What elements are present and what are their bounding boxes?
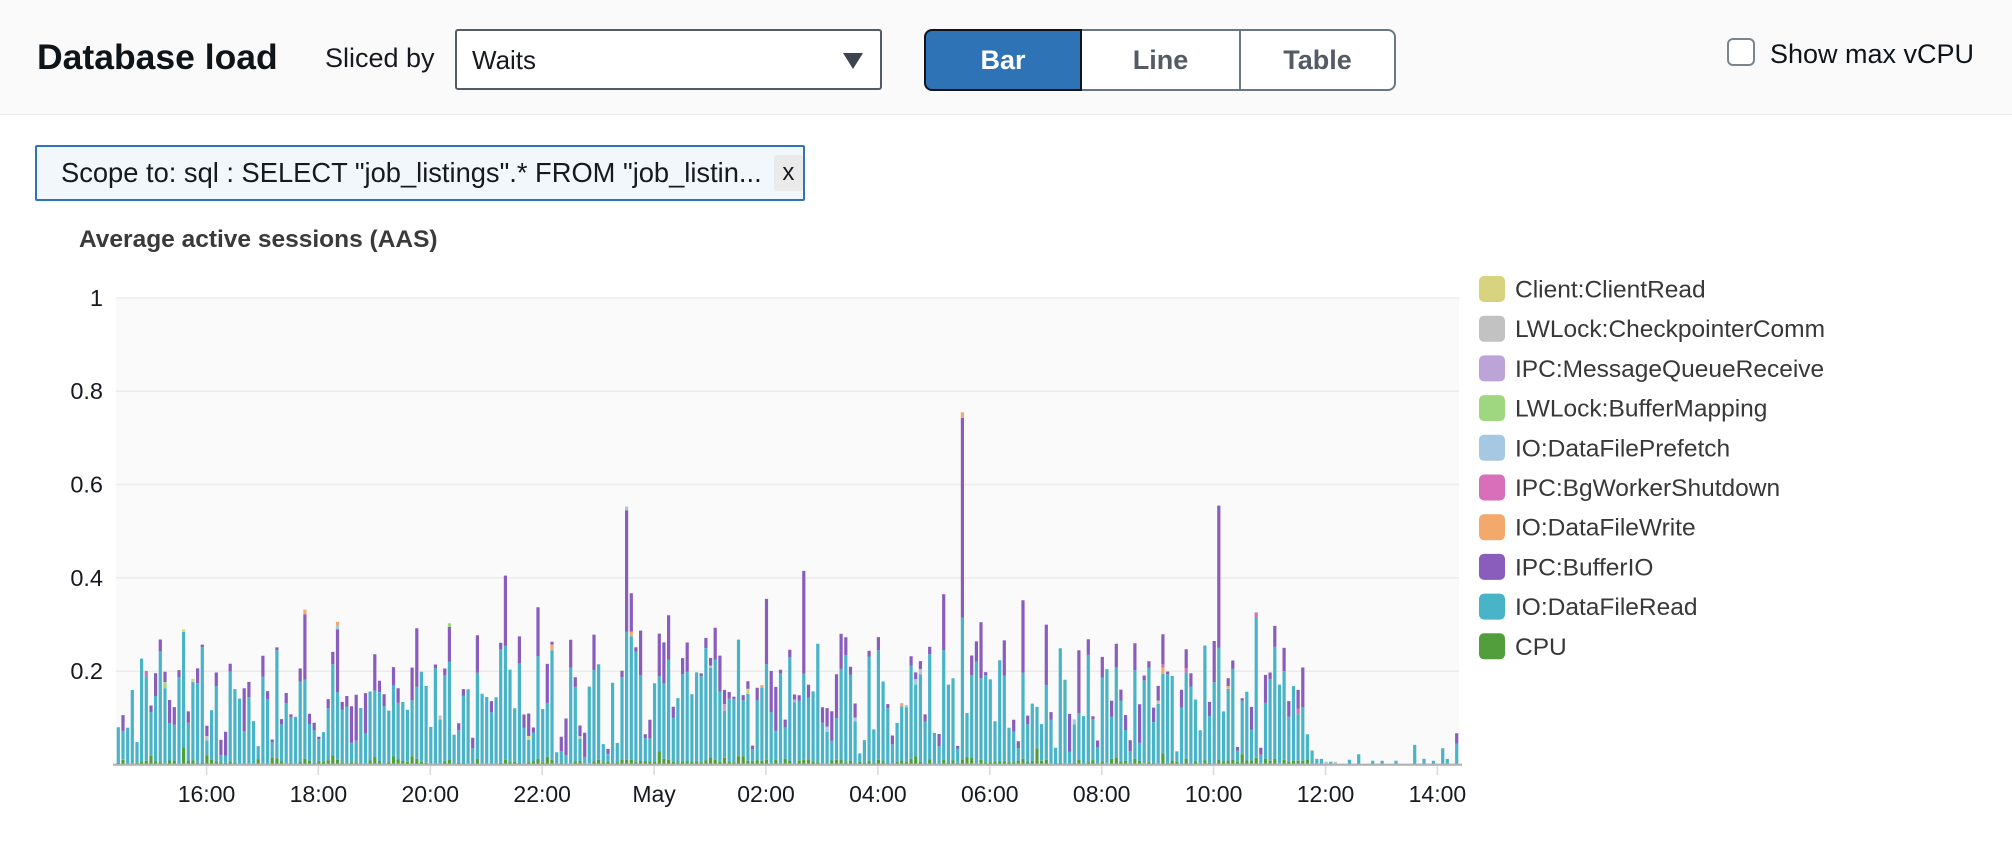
svg-text:0.6: 0.6 — [70, 472, 103, 498]
svg-text:06:00: 06:00 — [961, 781, 1019, 807]
svg-text:04:00: 04:00 — [849, 781, 907, 807]
svg-text:0.2: 0.2 — [70, 658, 103, 684]
svg-text:18:00: 18:00 — [290, 781, 348, 807]
svg-text:02:00: 02:00 — [737, 781, 795, 807]
svg-text:CPU: CPU — [1515, 634, 1567, 661]
svg-text:IO:DataFileWrite: IO:DataFileWrite — [1515, 515, 1696, 542]
svg-text:12:00: 12:00 — [1297, 781, 1355, 807]
svg-text:0.8: 0.8 — [70, 378, 103, 404]
svg-text:0.4: 0.4 — [70, 565, 103, 591]
svg-text:08:00: 08:00 — [1073, 781, 1131, 807]
svg-text:10:00: 10:00 — [1185, 781, 1243, 807]
svg-text:14:00: 14:00 — [1409, 781, 1467, 807]
svg-text:LWLock:BufferMapping: LWLock:BufferMapping — [1515, 396, 1767, 423]
svg-text:IPC:MessageQueueReceive: IPC:MessageQueueReceive — [1515, 356, 1824, 383]
svg-text:22:00: 22:00 — [513, 781, 571, 807]
svg-text:Client:ClientRead: Client:ClientRead — [1515, 277, 1706, 304]
svg-text:IPC:BgWorkerShutdown: IPC:BgWorkerShutdown — [1515, 475, 1780, 502]
svg-text:IO:DataFilePrefetch: IO:DataFilePrefetch — [1515, 435, 1730, 462]
svg-text:1: 1 — [90, 285, 103, 311]
svg-text:IO:DataFileRead: IO:DataFileRead — [1515, 594, 1697, 621]
svg-text:20:00: 20:00 — [402, 781, 460, 807]
svg-text:LWLock:CheckpointerComm: LWLock:CheckpointerComm — [1515, 316, 1825, 343]
svg-text:IPC:BufferIO: IPC:BufferIO — [1515, 554, 1653, 581]
svg-text:May: May — [632, 781, 676, 807]
svg-text:16:00: 16:00 — [178, 781, 236, 807]
